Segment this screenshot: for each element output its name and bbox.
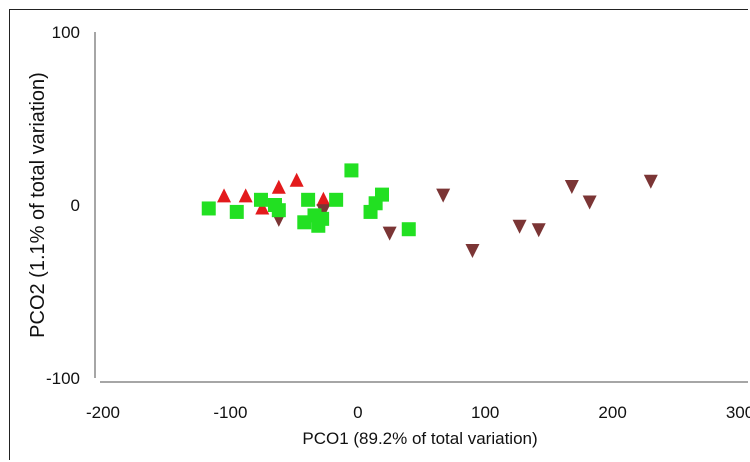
data-point-square [401, 222, 416, 237]
x-tick-label: 300 [726, 403, 750, 422]
data-point-square [329, 192, 344, 207]
data-point-square [315, 211, 330, 226]
data-point-square [375, 187, 390, 202]
data-point-square [301, 192, 316, 207]
data-point-triangle-up [217, 188, 232, 203]
data-point-square [344, 163, 359, 178]
data-point-triangle-down [436, 188, 451, 203]
x-tick-label: 100 [471, 403, 499, 422]
data-point-triangle-down [643, 174, 658, 189]
data-point-triangle-down [531, 223, 546, 238]
data-point-square [229, 204, 244, 219]
data-point-triangle-down [512, 219, 527, 234]
x-tick-label: 0 [353, 403, 362, 422]
data-point-square [271, 203, 286, 218]
y-tick-label: 100 [52, 23, 80, 42]
data-point-triangle-up [255, 200, 270, 215]
axes [94, 32, 748, 383]
data-point-triangle-down [582, 195, 597, 210]
data-point-triangle-up [289, 172, 304, 187]
x-axis-label: PCO1 (89.2% of total variation) [302, 429, 537, 448]
chart-frame [9, 9, 748, 460]
data-point-square [201, 201, 216, 216]
y-tick-label: 0 [71, 196, 80, 215]
data-point-triangle-down [316, 204, 331, 219]
data-point-triangle-down [564, 179, 579, 194]
x-tick-label: -200 [86, 403, 120, 422]
data-point-triangle-up [238, 188, 253, 203]
y-tick-labels: 100 0 -100 [46, 23, 80, 388]
y-axis-label: PCO2 (1.1% of total variation) [27, 72, 49, 338]
data-point-square [253, 192, 268, 207]
x-tick-label: -100 [213, 403, 247, 422]
data-point-triangle-down [382, 226, 397, 241]
y-tick-label: -100 [46, 369, 80, 388]
data-point-triangle-down [465, 243, 480, 258]
data-point-triangle-up [271, 179, 286, 194]
x-tick-labels: -200 -100 0 100 200 300 [86, 403, 750, 422]
x-tick-label: 200 [598, 403, 626, 422]
data-point-triangle-up [316, 191, 331, 206]
data-points [201, 163, 658, 258]
